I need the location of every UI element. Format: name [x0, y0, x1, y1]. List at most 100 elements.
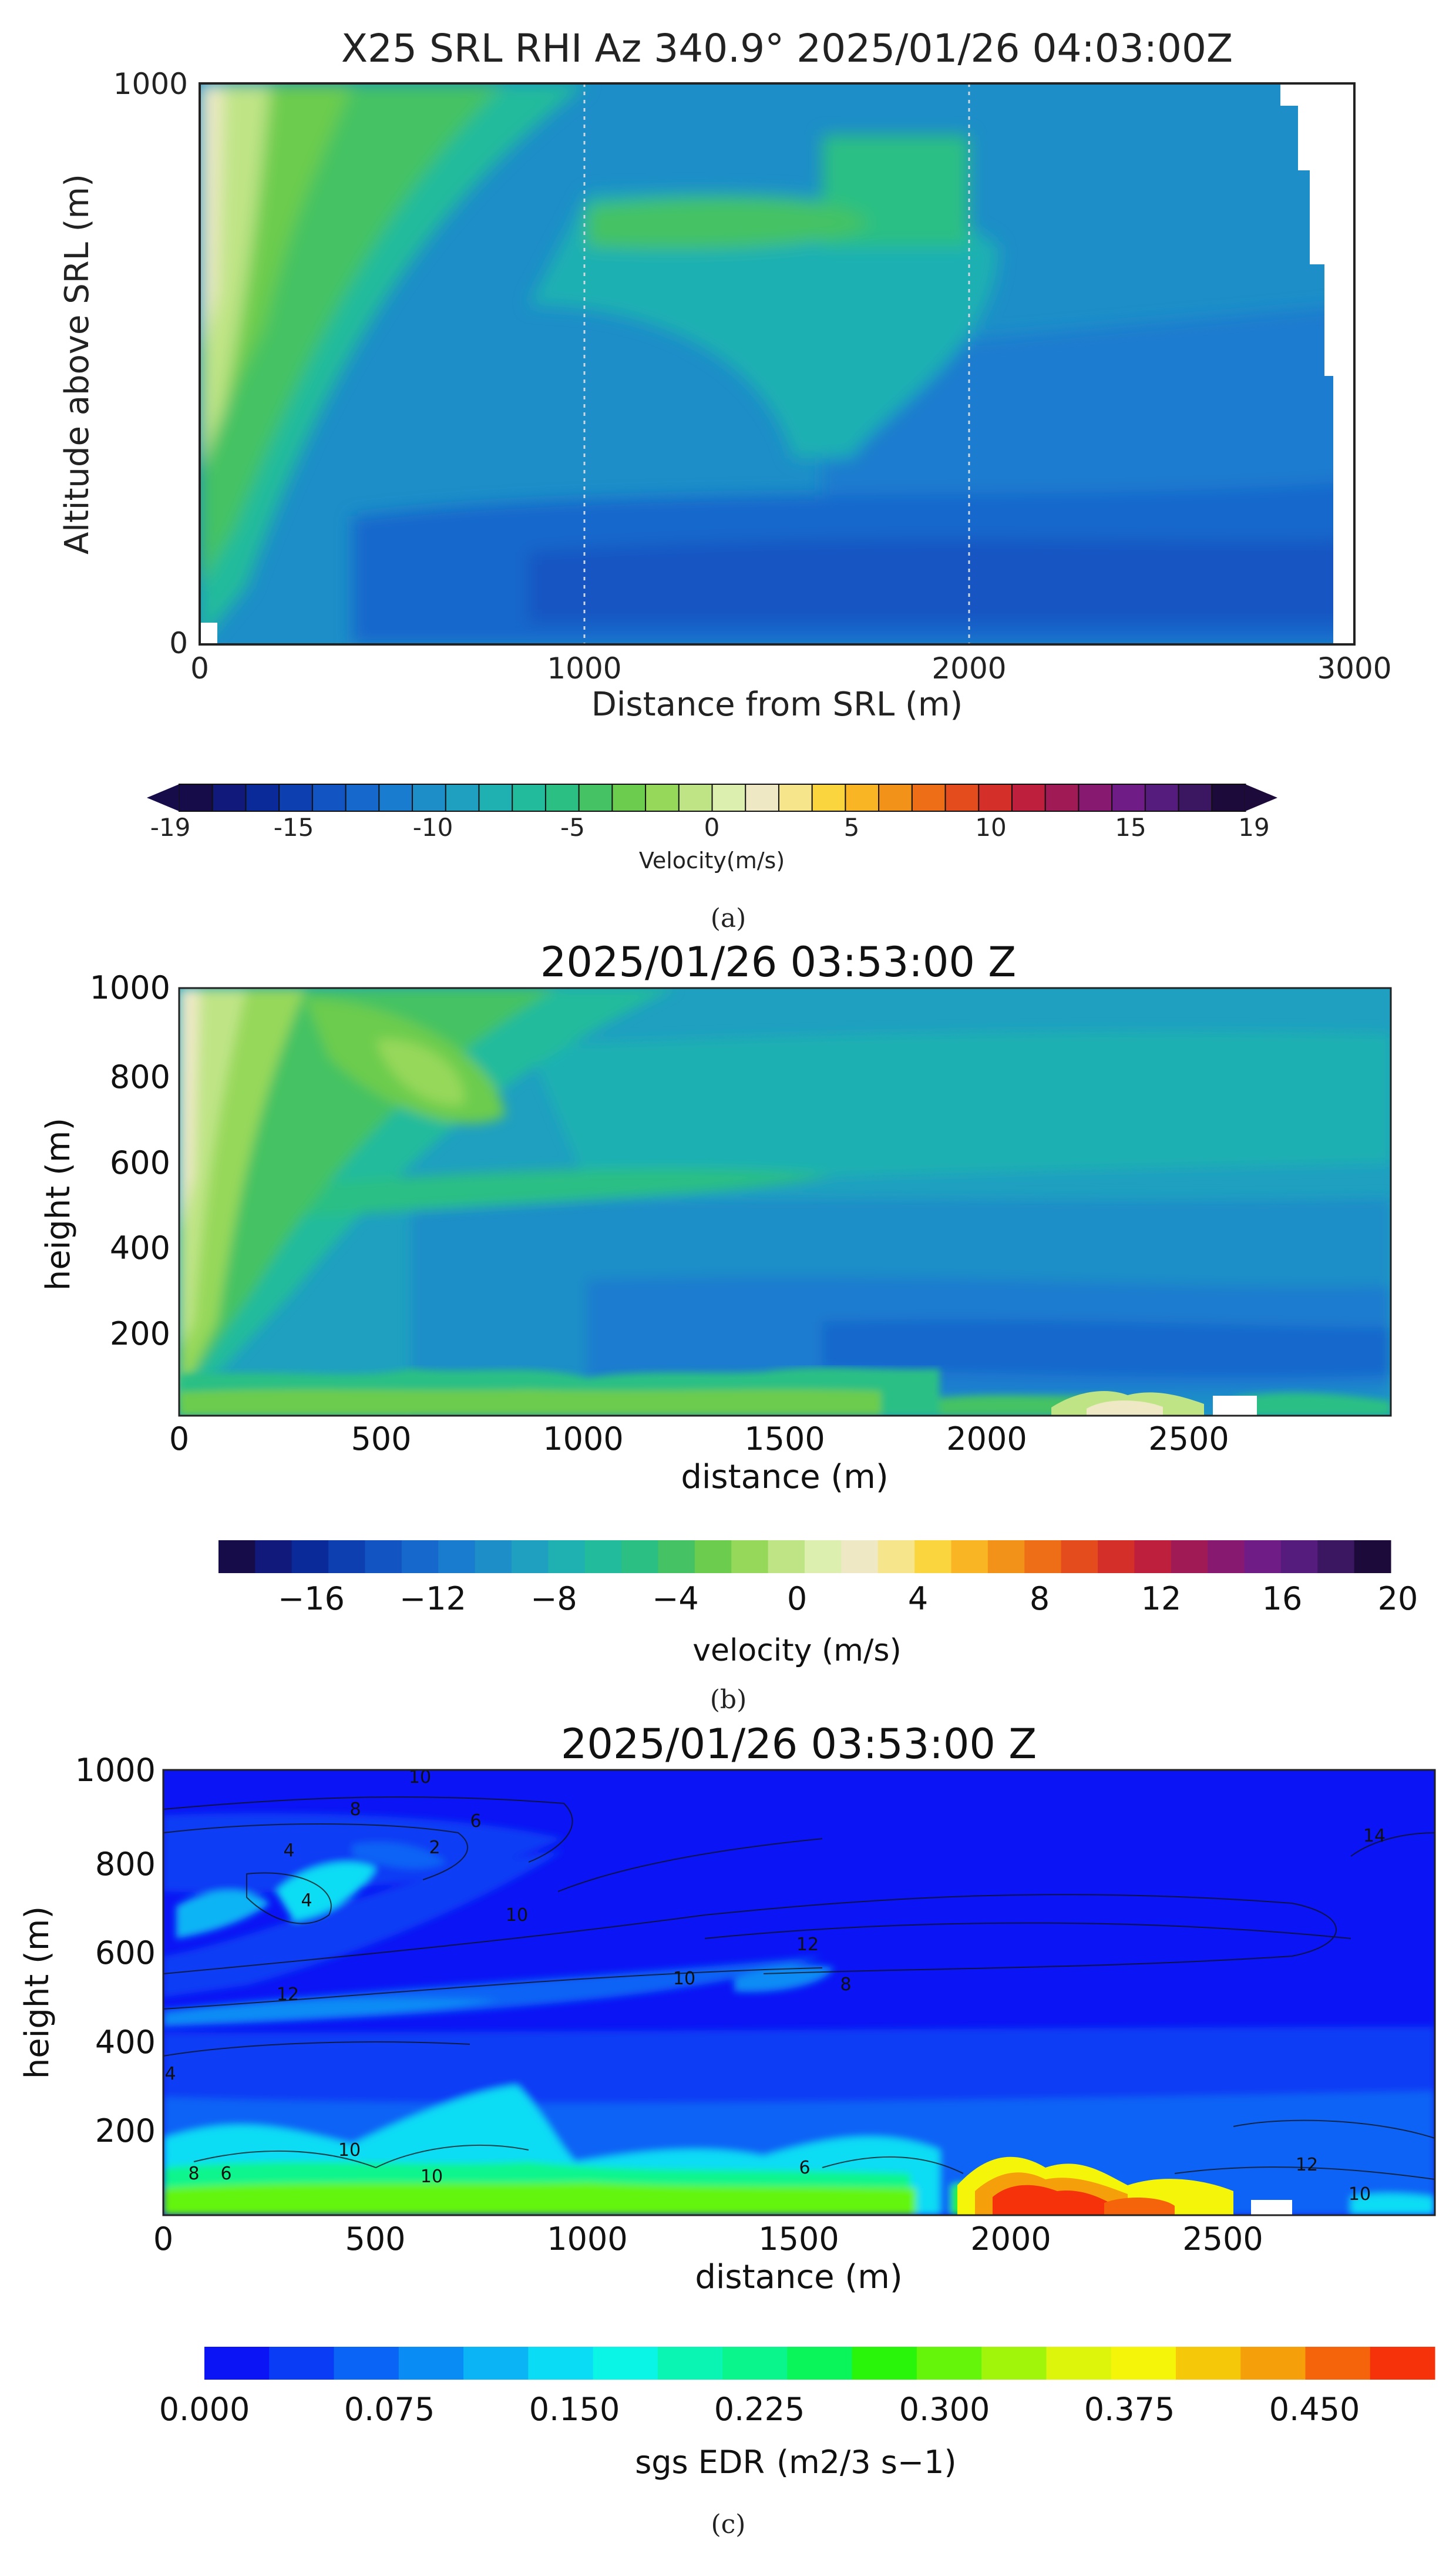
cbar-tick: -10 — [413, 813, 453, 842]
y-tick: 400 — [95, 2024, 156, 2061]
colorbar-label: velocity (m/s) — [692, 1633, 902, 1668]
panel-c-x-label: distance (m) — [695, 2258, 902, 2296]
colorbar-cell — [768, 1540, 805, 1573]
colorbar-cell — [412, 784, 447, 812]
cbar-tick: −16 — [278, 1580, 345, 1617]
cbar-tick: 0.225 — [714, 2391, 805, 2428]
colorbar-cell — [745, 784, 780, 812]
colorbar-label: Velocity(m/s) — [639, 848, 785, 874]
colorbar-extend-low — [147, 784, 179, 811]
cbar-tick: 0 — [787, 1580, 807, 1617]
panel-a-x-label: Distance from SRL (m) — [591, 686, 963, 724]
x-tick: 2000 — [970, 2220, 1051, 2257]
colorbar-cell — [1044, 784, 1080, 812]
colorbar-cell — [611, 784, 647, 812]
colorbar-cell — [578, 784, 613, 812]
colorbar-cell — [841, 1540, 879, 1573]
colorbar-cell — [1144, 784, 1180, 812]
panel-b-y-label: height (m) — [39, 1118, 78, 1291]
contour-label: 10 — [421, 2166, 443, 2187]
colorbar-cell — [584, 1540, 622, 1573]
panel-c-title: 2025/01/26 03:53:00 Z — [561, 1720, 1037, 1768]
colorbar-cell — [291, 1540, 329, 1573]
cbar-tick: 20 — [1378, 1580, 1418, 1617]
cbar-tick: 0.150 — [529, 2391, 620, 2428]
colorbar-cell — [787, 2347, 853, 2380]
colorbar-cell — [1098, 1540, 1135, 1573]
colorbar-cell — [378, 784, 413, 812]
contour-label: 10 — [338, 2140, 361, 2161]
colorbar-cell — [981, 2347, 1047, 2380]
colorbar-cell — [211, 784, 247, 812]
colorbar-cell — [978, 784, 1013, 812]
x-tick: 1500 — [758, 2220, 839, 2257]
colorbar-cell — [1134, 1540, 1172, 1573]
colorbar-cell — [658, 1540, 695, 1573]
contour-labels: 10 8 6 4 2 4 10 12 12 10 8 14 4 6 8 10 1… — [164, 1770, 1386, 2205]
colorbar-cell — [334, 2347, 399, 2380]
panel-b-x-ticks: 0 500 1000 1500 2000 2500 — [169, 1420, 1229, 1457]
x-tick: 2000 — [932, 651, 1006, 686]
cbar-tick: −8 — [530, 1580, 577, 1617]
colorbar-cells — [204, 2347, 1435, 2380]
colorbar-cell — [657, 2347, 723, 2380]
colorbar-cells — [179, 784, 1246, 812]
colorbar-cell — [731, 1540, 769, 1573]
contour-label: 4 — [283, 1840, 294, 1861]
colorbar-cell — [987, 1540, 1025, 1573]
contour-label: 10 — [506, 1905, 528, 1926]
colorbar-ticks: -19 -15 -10 -5 0 5 10 15 19 — [150, 813, 1270, 842]
colorbar-cell — [1061, 1540, 1098, 1573]
colorbar-cell — [1024, 1540, 1062, 1573]
speed-contours — [163, 1796, 1435, 2180]
colorbar-cell — [1175, 2347, 1241, 2380]
colorbar-cell — [245, 784, 280, 812]
cbar-tick: -19 — [150, 813, 191, 842]
colorbar-cell — [345, 784, 380, 812]
colorbar-cell — [478, 784, 513, 812]
colorbar-cell — [778, 784, 813, 812]
cbar-tick: 0.000 — [159, 2391, 250, 2428]
contour-label: 12 — [1296, 2155, 1318, 2175]
cbar-tick: -5 — [560, 813, 585, 842]
x-tick: 3000 — [1317, 651, 1391, 686]
colorbar-cell — [311, 784, 347, 812]
colorbar-cell — [845, 784, 880, 812]
colorbar-cell — [911, 784, 947, 812]
colorbar-cell — [512, 1540, 549, 1573]
cbar-tick: 0 — [704, 813, 720, 842]
panel-b-y-ticks: 200 400 600 800 1000 — [90, 969, 170, 1352]
colorbar-cell — [1178, 784, 1213, 812]
colorbar-cell — [694, 1540, 732, 1573]
colorbar-cell — [179, 784, 214, 812]
colorbar-cell — [944, 784, 980, 812]
contour-label: 14 — [1363, 1826, 1386, 1846]
panel-b-x-label: distance (m) — [681, 1458, 888, 1496]
colorbar-cell — [852, 2347, 917, 2380]
y-tick: 600 — [110, 1144, 170, 1181]
cbar-tick: 4 — [908, 1580, 928, 1617]
colorbar-cell — [1244, 1540, 1282, 1573]
colorbar-cell — [218, 1540, 255, 1573]
colorbar-cell — [438, 1540, 476, 1573]
contour-label: 12 — [796, 1934, 819, 1955]
contour-label: 2 — [429, 1837, 440, 1858]
colorbar-cell — [255, 1540, 292, 1573]
panel-b-caption: (b) — [710, 1685, 747, 1715]
contour-label: 8 — [840, 1974, 851, 1995]
colorbar-cell — [1211, 784, 1246, 812]
colorbar-cell — [1305, 2347, 1371, 2380]
cbar-tick: 0.300 — [899, 2391, 990, 2428]
cbar-tick: 0.450 — [1269, 2391, 1360, 2428]
cbar-tick: −4 — [652, 1580, 699, 1617]
colorbar-cell — [398, 2347, 464, 2380]
colorbar-cell — [678, 784, 714, 812]
cbar-tick: 5 — [844, 813, 860, 842]
y-tick: 200 — [95, 2112, 156, 2149]
colorbar-cell — [204, 2347, 270, 2380]
contour-label: 10 — [1349, 2184, 1371, 2205]
y-tick: 800 — [110, 1059, 170, 1096]
x-tick: 0 — [190, 651, 209, 686]
panel-a-title: X25 SRL RHI Az 340.9° 2025/01/26 04:03:0… — [341, 26, 1233, 71]
